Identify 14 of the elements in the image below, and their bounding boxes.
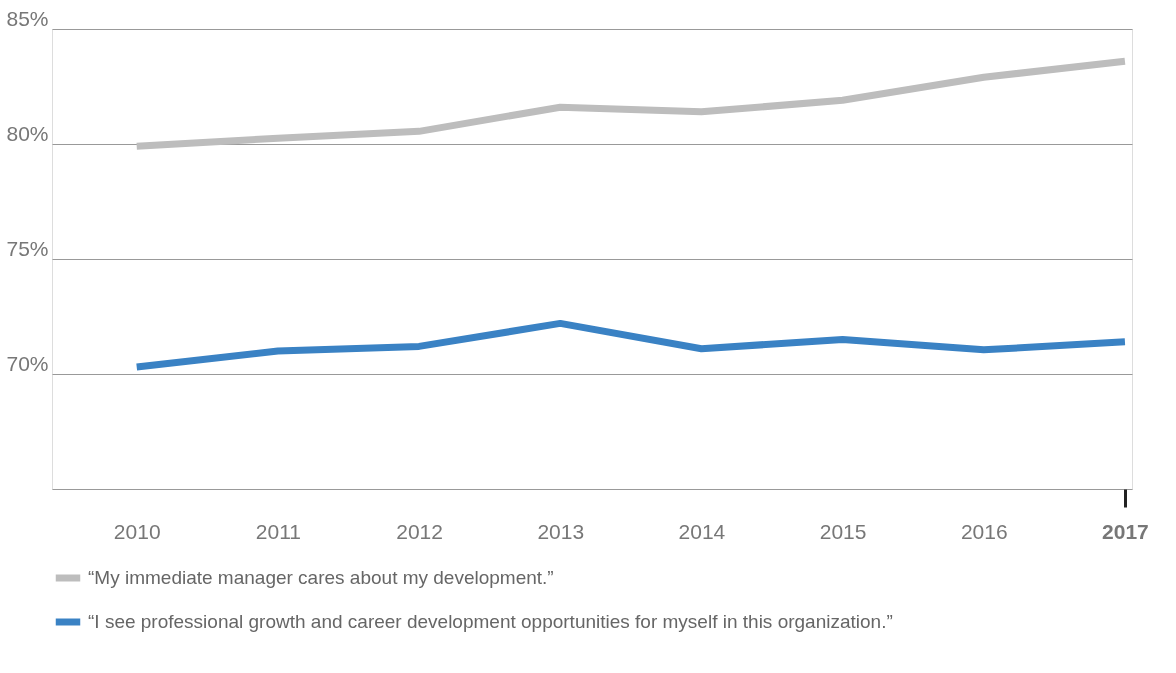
y-tick-label: 85% (6, 6, 49, 30)
y-tick-label: 80% (6, 121, 49, 145)
x-tick-label: 2011 (255, 519, 301, 543)
legend-label: “I see professional growth and career development opportunities for myself in this organization.” (88, 611, 893, 632)
legend-label: “My immediate manager cares about my development.” (88, 567, 554, 588)
x-tick-label: 2017 (1102, 519, 1149, 543)
x-tick-label: 2012 (396, 519, 443, 543)
x-tick-label: 2014 (678, 519, 726, 543)
x-tick-label: 2016 (960, 519, 1008, 543)
x-tick-label: 2015 (819, 519, 867, 543)
y-tick-label: 70% (6, 351, 49, 375)
y-tick-label: 75% (6, 236, 49, 260)
x-tick-label: 2013 (537, 519, 585, 543)
x-tick-label: 2010 (113, 519, 161, 543)
